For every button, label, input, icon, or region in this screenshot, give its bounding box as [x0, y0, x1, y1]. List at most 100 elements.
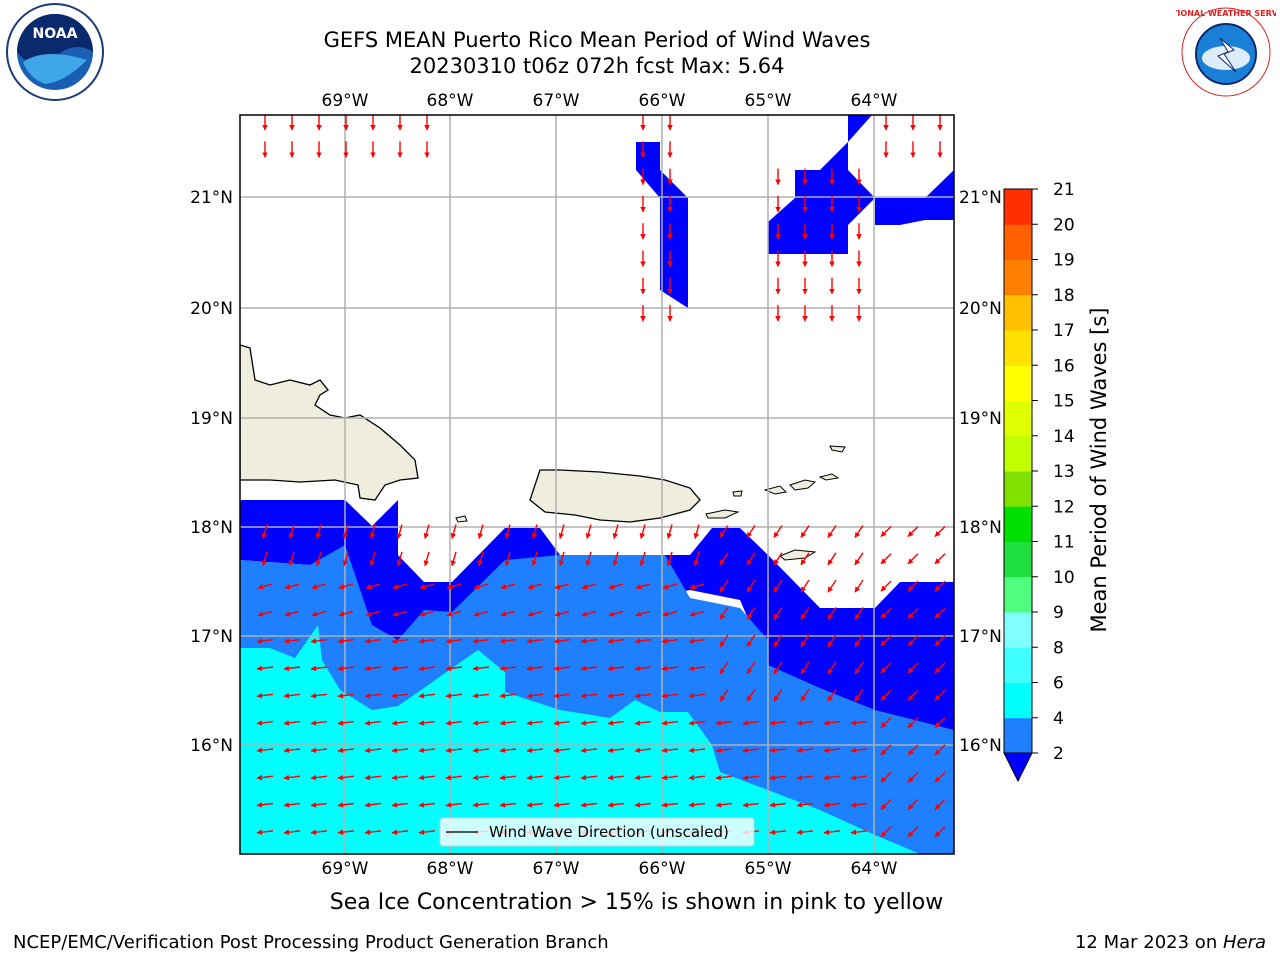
wind-wave-arrow: [585, 551, 592, 567]
map-title: GEFS MEAN Puerto Rico Mean Period of Win…: [323, 28, 871, 52]
wind-wave-arrow: [854, 661, 864, 675]
legend-label: Wind Wave Direction (unscaled): [489, 823, 729, 841]
wind-wave-arrow: [337, 692, 355, 699]
wind-wave-arrow: [256, 774, 274, 781]
wind-wave-arrow: [880, 662, 892, 674]
wind-wave-arrow: [880, 744, 892, 756]
wind-wave-arrow: [800, 525, 810, 538]
lat-label: 21°N: [959, 188, 1002, 208]
colorbar-tick-label: 9: [1053, 603, 1064, 623]
wind-wave-arrow: [880, 553, 892, 565]
wind-wave-arrow: [472, 638, 490, 644]
colorbar-tick-label: 20: [1053, 215, 1075, 235]
wind-wave-arrow: [499, 720, 517, 726]
wind-wave-arrow: [934, 799, 946, 810]
wind-wave-arrow: [499, 774, 517, 781]
wind-wave-arrow: [907, 689, 919, 701]
wind-wave-arrow: [526, 665, 544, 672]
colorbar-tick-label: 8: [1053, 638, 1064, 658]
wind-wave-arrow: [719, 579, 729, 593]
colorbar-tick-label: 12: [1053, 497, 1075, 517]
wind-wave-arrow: [742, 802, 760, 808]
colorbar-segment: [1004, 330, 1032, 366]
wind-wave-arrow: [746, 634, 756, 648]
wind-wave-arrow: [823, 720, 841, 726]
footer-host: Hera: [1222, 932, 1266, 953]
wind-wave-arrow: [634, 774, 652, 781]
wind-wave-arrow: [769, 747, 787, 754]
colorbar-tick-label: 4: [1053, 709, 1064, 729]
wind-wave-arrow: [800, 552, 810, 566]
wind-wave-arrow: [934, 662, 946, 674]
wind-wave-arrow: [338, 610, 354, 617]
wind-wave-arrow: [934, 771, 946, 783]
wind-wave-arrow: [746, 552, 756, 566]
colorbar-segment: [1004, 576, 1032, 613]
wind-wave-arrow: [500, 583, 516, 590]
wind-wave-arrow: [477, 551, 484, 567]
wind-wave-arrow: [418, 802, 436, 808]
colorbar-segment: [1004, 647, 1032, 683]
wind-wave-arrow: [934, 744, 946, 756]
wind-wave-arrow: [715, 720, 733, 726]
colorbar-segment: [1004, 506, 1032, 542]
wave-band-4-6: [240, 625, 920, 854]
wind-wave-arrow: [773, 525, 783, 538]
wind-wave-arrow: [662, 583, 678, 590]
wind-wave-arrow: [689, 583, 705, 590]
lon-label: 69°W: [322, 91, 369, 111]
colorbar-tick-label: 14: [1053, 427, 1075, 447]
lat-labels-right: 21°N 20°N 19°N 18°N 17°N 16°N: [959, 188, 1002, 756]
wind-wave-arrow: [554, 583, 570, 590]
wind-wave-arrow: [472, 720, 490, 726]
wind-wave-arrow: [310, 665, 328, 672]
lat-label: 17°N: [959, 627, 1002, 647]
wind-wave-arrow: [907, 635, 919, 647]
wind-wave-arrow: [880, 799, 892, 810]
wind-wave-arrow: [419, 610, 435, 617]
colorbar-label: Mean Period of Wind Waves [s]: [1087, 308, 1111, 633]
wind-wave-arrow: [746, 688, 756, 702]
colorbar-segment: [1004, 435, 1032, 472]
wind-wave-arrow: [261, 524, 268, 540]
wind-wave-arrow: [934, 826, 946, 838]
land-mona-island: [455, 515, 468, 523]
wind-wave-arrow: [688, 747, 706, 754]
lon-label: 69°W: [322, 859, 369, 879]
wind-wave-arrow: [554, 610, 570, 617]
wind-wave-arrow: [934, 580, 946, 592]
wind-wave-arrow: [907, 553, 919, 565]
wind-wave-arrow: [715, 774, 733, 781]
wind-wave-arrow: [850, 774, 868, 781]
wind-wave-arrow: [472, 774, 490, 781]
wind-wave-arrow: [827, 579, 837, 593]
wind-wave-arrow: [418, 638, 436, 644]
wind-wave-arrow: [880, 607, 892, 619]
lon-label: 68°W: [427, 91, 474, 111]
wind-wave-arrow: [256, 802, 274, 808]
wind-wave-arrow: [580, 638, 598, 644]
footer-date-text: 12 Mar 2023 on: [1074, 932, 1223, 953]
colorbar-tick-label: 21: [1053, 180, 1075, 200]
wind-wave-arrow: [310, 802, 328, 808]
wind-wave-arrow: [283, 665, 301, 672]
wind-wave-arrow: [315, 551, 322, 567]
wind-wave-arrow: [773, 634, 783, 648]
wind-wave-arrow: [423, 551, 430, 567]
wind-wave-arrow: [934, 717, 946, 729]
wind-wave-arrow: [769, 774, 787, 781]
wind-wave-arrow: [337, 638, 355, 644]
wind-wave-arrow: [827, 661, 837, 675]
wind-wave-arrow: [499, 638, 517, 644]
colorbar-tick-label: 13: [1053, 462, 1075, 482]
wind-wave-arrow: [473, 583, 489, 590]
wind-wave-arrow: [880, 826, 892, 838]
wind-wave-arrow: [315, 524, 322, 540]
wind-wave-arrow: [827, 607, 837, 620]
wind-wave-arrow: [419, 583, 435, 590]
wind-wave-arrow: [800, 634, 810, 648]
footer-credit: NCEP/EMC/Verification Post Processing Pr…: [13, 932, 609, 953]
wind-wave-arrow: [854, 552, 864, 566]
wind-wave-arrow: [472, 692, 490, 699]
